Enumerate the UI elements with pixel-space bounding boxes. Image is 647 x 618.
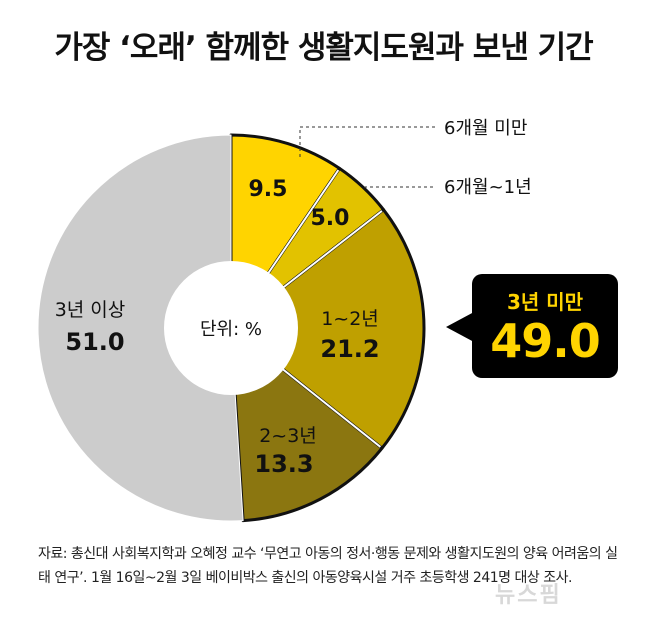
watermark-logo: 뉴스핌 [495,583,562,608]
donut-hole [164,261,298,395]
center-unit-label: 단위: % [200,319,262,340]
callout-label: 3년 미만 [506,290,584,314]
slice-value-2-3y: 13.3 [254,450,313,478]
callout-pointer [446,312,474,342]
slice-label-1-2y: 1~2년 [321,308,379,330]
slice-over3y [37,134,244,522]
chart-title: 가장 ‘오래’ 함께한 생활지도원과 보낸 기간 [54,30,593,66]
slice-label-over3y: 3년 이상 [55,299,126,321]
source-note: 자료: 총신대 사회복지학과 오혜정 교수 ‘무연고 아동의 정서·행동 문제와… [38,546,618,586]
slice-value-under6m: 9.5 [249,177,288,202]
slice-value-1-2y: 21.2 [320,335,379,363]
leader-line-under6m [299,126,436,157]
slice-value-6m-1y: 5.0 [311,206,350,231]
highlight-callout: 3년 미만 49.0 [472,274,618,378]
outer-label-under6m: 6개월 미만 [444,118,527,139]
callout-value: 49.0 [490,314,601,368]
outer-label-6m-1y: 6개월~1년 [444,177,532,198]
slice-label-2-3y: 2~3년 [259,425,317,447]
slice-y1to2 [229,208,426,450]
slice-value-over3y: 51.0 [65,328,124,356]
